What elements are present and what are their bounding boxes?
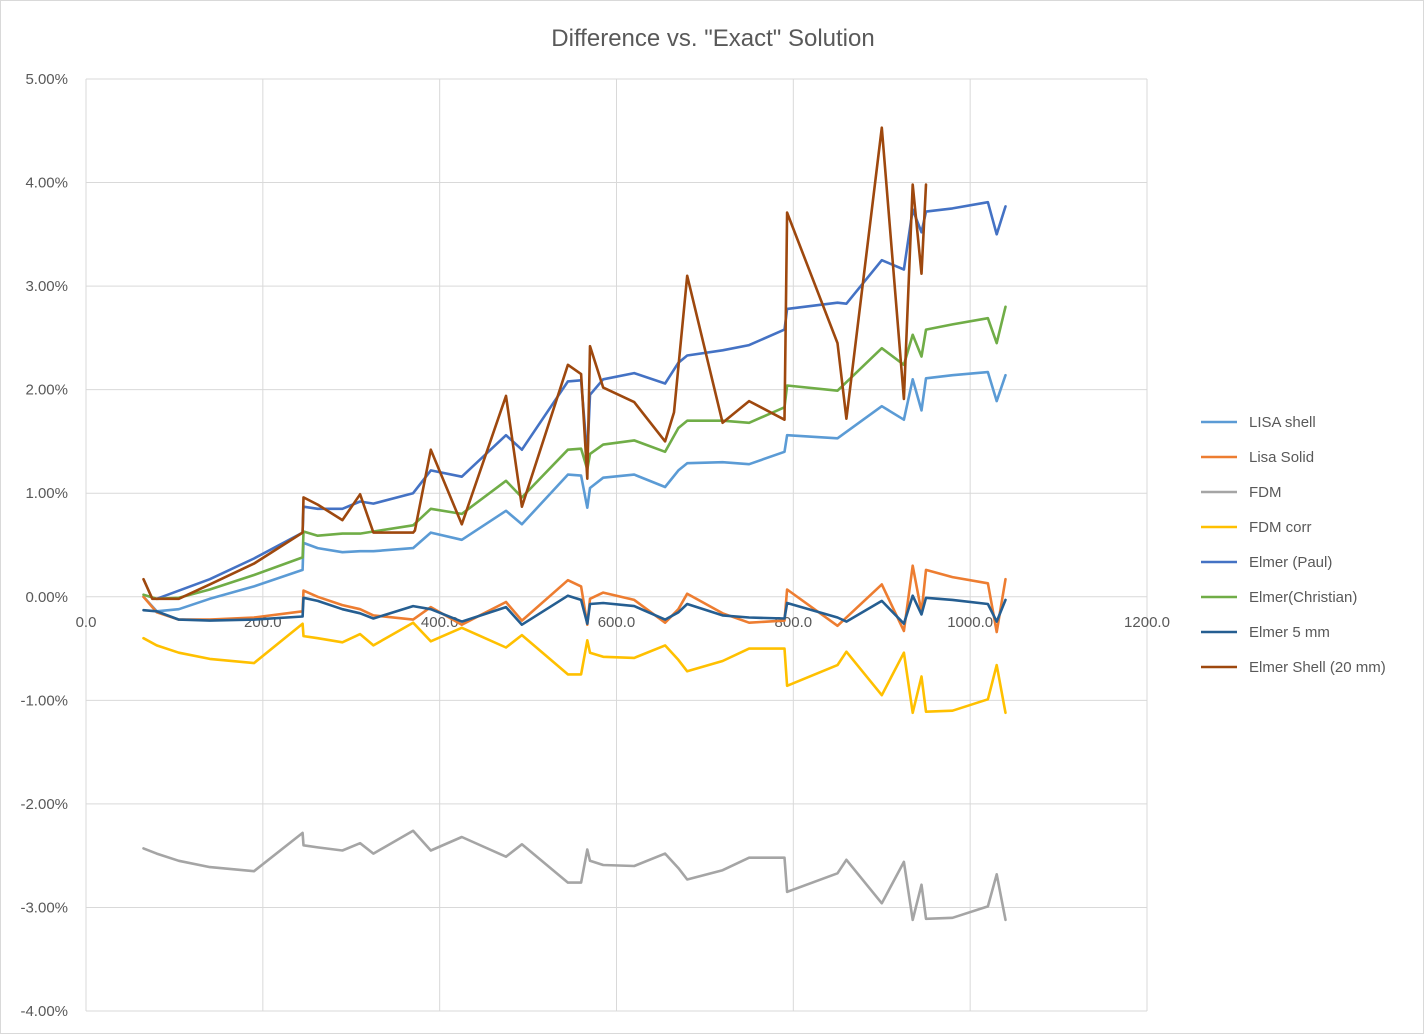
y-tick-label: 2.00% — [25, 382, 68, 399]
series-line-8 — [142, 126, 928, 601]
x-tick-label: 400.0 — [421, 614, 459, 631]
x-tick-label: 0.0 — [76, 614, 97, 631]
x-tick-label: 600.0 — [598, 614, 636, 631]
legend-label: LISA shell — [1249, 414, 1316, 431]
series-line-1 — [142, 370, 1007, 613]
y-tick-label: -1.00% — [20, 692, 68, 709]
legend-label: Elmer Shell (20 mm) — [1249, 659, 1386, 676]
legend-label: Elmer(Christian) — [1249, 589, 1357, 606]
series-line-6 — [142, 305, 1007, 601]
x-tick-label: 1000.0 — [947, 614, 993, 631]
y-tick-label: 1.00% — [25, 485, 68, 502]
series-line-2 — [142, 564, 1007, 634]
y-tick-label: 4.00% — [25, 175, 68, 192]
y-tick-label: 0.00% — [25, 589, 68, 606]
y-tick-label: -3.00% — [20, 899, 68, 916]
y-tick-label: -4.00% — [20, 1003, 68, 1020]
x-axis-tick-labels: 0.0 200.0 400.0 600.0 800.0 1000.0 1200.0 — [76, 614, 1170, 631]
series-lines — [142, 126, 1007, 922]
legend-label: Lisa Solid — [1249, 449, 1314, 466]
chart-title: Difference vs. "Exact" Solution — [551, 25, 874, 52]
series-line-4 — [142, 621, 1007, 715]
y-axis-tick-labels: 5.00% 4.00% 3.00% 2.00% 1.00% 0.00% -1.00% -2.0… — [20, 71, 68, 1020]
x-tick-label: 1200.0 — [1124, 614, 1170, 631]
series-line-3 — [142, 829, 1007, 922]
series-line-5 — [155, 200, 1007, 601]
legend-label: Elmer (Paul) — [1249, 554, 1332, 571]
legend-label: FDM corr — [1249, 519, 1312, 536]
legend-label: FDM — [1249, 484, 1282, 501]
legend-label: Elmer 5 mm — [1249, 624, 1330, 641]
x-tick-label: 800.0 — [775, 614, 813, 631]
y-tick-label: 3.00% — [25, 278, 68, 295]
y-tick-label: -2.00% — [20, 796, 68, 813]
series-line-7 — [142, 594, 1007, 627]
y-tick-label: 5.00% — [25, 71, 68, 88]
legend: LISA shell Lisa Solid FDM FDM corr Elmer (Pa… — [1201, 414, 1386, 676]
